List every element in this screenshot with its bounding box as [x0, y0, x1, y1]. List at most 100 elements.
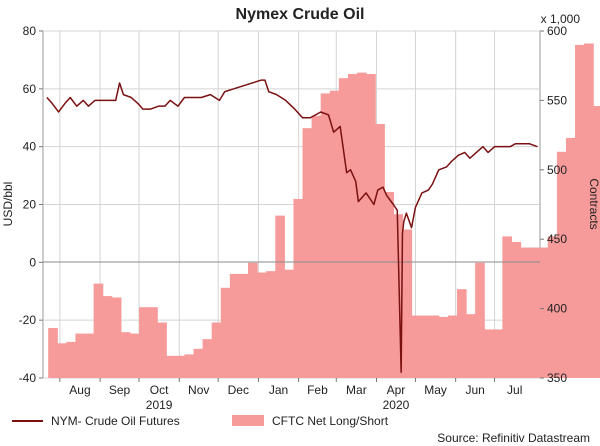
right-tick-label: 450 [547, 232, 567, 246]
x-month-label: Nov [188, 383, 209, 397]
cftc-bar [456, 289, 467, 378]
cftc-bar [211, 322, 222, 378]
cftc-bar [556, 151, 567, 378]
cftc-bar [502, 236, 513, 378]
cftc-bar [475, 262, 485, 378]
cftc-bar [266, 271, 276, 378]
cftc-bar [375, 124, 385, 378]
left-tick-label: -20 [19, 313, 37, 327]
left-tick-label: 40 [23, 140, 37, 154]
x-year-label: 2020 [383, 398, 410, 412]
cftc-bar [302, 128, 313, 378]
cftc-bar [538, 247, 549, 378]
cftc-bar [402, 229, 413, 378]
cftc-bar [129, 333, 140, 378]
cftc-bar [393, 214, 404, 378]
cftc-bar [238, 273, 249, 378]
cftc-bar [93, 283, 104, 378]
x-month-label: May [424, 383, 447, 397]
cftc-bar [357, 72, 367, 378]
crude-oil-line [46, 79, 538, 373]
cftc-bar [493, 329, 503, 378]
cftc-bar [584, 43, 594, 379]
legend: NYM- Crude Oil Futures CFTC Net Long/Sho… [12, 414, 389, 428]
cftc-bar [484, 329, 494, 378]
cftc-bar [447, 315, 458, 378]
right-axis-label: Contracts [587, 178, 600, 229]
left-tick-label: 80 [23, 24, 37, 38]
cftc-bar [193, 348, 204, 378]
x-month-label: Aug [69, 383, 90, 397]
x-month-label: Sep [109, 383, 131, 397]
cftc-bar [420, 315, 431, 378]
cftc-bar [75, 333, 86, 378]
cftc-bar [429, 315, 440, 378]
right-tick-label: 500 [547, 163, 567, 177]
x-month-label: Jul [507, 383, 522, 397]
right-tick-label: 350 [547, 371, 567, 385]
cftc-bar [547, 236, 558, 378]
cftc-bar [175, 355, 186, 378]
cftc-bar [248, 262, 258, 378]
cftc-bar [284, 269, 295, 378]
cftc-bar [184, 354, 195, 378]
cftc-bar [311, 115, 322, 379]
cftc-bar [102, 296, 113, 378]
legend-label-cftc: CFTC Net Long/Short [272, 414, 389, 428]
left-axis-label: USD/bbl [1, 182, 15, 227]
cftc-bar [529, 247, 540, 378]
cftc-bar [48, 328, 58, 378]
cftc-bar [275, 215, 285, 378]
cftc-bar [220, 287, 231, 378]
cftc-bar [565, 137, 576, 378]
cftc-bar [347, 74, 358, 378]
cftc-bar [593, 105, 600, 378]
cftc-bar [157, 322, 167, 378]
x-month-label: Jun [465, 383, 484, 397]
axes: -40 -20 0 20 40 60 80 350 400 450 500 550 600 Aug Sep O… [19, 24, 568, 412]
cftc-bar [466, 314, 476, 378]
left-tick-label: 0 [29, 255, 36, 269]
crude-line-group [46, 79, 538, 373]
cftc-bar [166, 355, 176, 378]
cftc-bar [320, 93, 331, 379]
x-month-label: Dec [228, 383, 249, 397]
legend-label-crude: NYM- Crude Oil Futures [51, 414, 180, 428]
cftc-bar [111, 297, 122, 378]
cftc-bar [293, 198, 304, 378]
cftc-bar [384, 192, 394, 378]
cftc-bar [229, 273, 240, 378]
cftc-bar [511, 241, 522, 378]
x-year-label: 2019 [146, 398, 173, 412]
legend-area-swatch [232, 415, 264, 426]
cftc-bar [438, 316, 449, 378]
x-month-label: Jan [269, 383, 288, 397]
cftc-bar [329, 90, 340, 379]
right-tick-label: 400 [547, 302, 567, 316]
cftc-bar [120, 332, 131, 378]
cftc-bar [148, 307, 158, 378]
right-axis-multiplier: x 1,000 [541, 12, 581, 26]
cftc-bar [575, 44, 585, 378]
cftc-bar [202, 339, 213, 378]
cftc-bars [48, 43, 600, 379]
x-month-label: Oct [150, 383, 169, 397]
cftc-bar [84, 333, 95, 378]
x-month-label: Feb [307, 383, 328, 397]
cftc-bar [520, 247, 531, 378]
right-tick-label: 550 [547, 93, 567, 107]
source-note: Source: Refinitiv Datastream [437, 431, 590, 445]
x-month-label: Apr [387, 383, 406, 397]
cftc-bar [411, 315, 422, 378]
cftc-bar [257, 272, 267, 378]
left-tick-label: -40 [19, 371, 37, 385]
left-tick-label: 20 [23, 198, 37, 212]
cftc-bar [139, 307, 149, 378]
cftc-bar [66, 341, 77, 378]
left-tick-label: 60 [23, 82, 37, 96]
cftc-bar [57, 343, 67, 378]
cftc-bar [366, 74, 376, 378]
right-tick-label: 600 [547, 24, 567, 38]
cftc-bar [338, 78, 349, 378]
